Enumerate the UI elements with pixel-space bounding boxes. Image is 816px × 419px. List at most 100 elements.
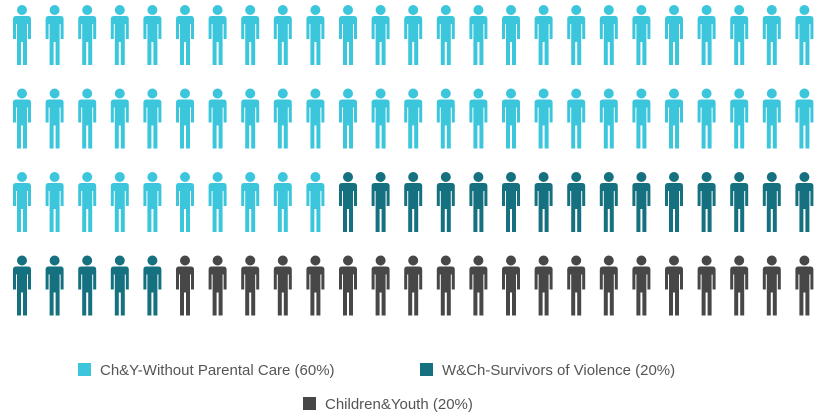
- person-icon: [371, 88, 390, 149]
- person-icon: [632, 5, 651, 65]
- person-icon: [241, 88, 260, 149]
- person-icon: [176, 172, 194, 232]
- person-icon: [143, 88, 162, 149]
- person-icon: [339, 255, 357, 316]
- person-icon: [502, 88, 520, 149]
- person-icon: [469, 255, 488, 316]
- person-icon: [273, 255, 292, 316]
- person-icon: [404, 172, 423, 232]
- icon-grid: [13, 5, 814, 316]
- legend-label: Ch&Y-Without Parental Care (60%): [100, 362, 335, 379]
- person-icon: [730, 88, 749, 149]
- person-icon: [632, 172, 651, 232]
- person-icon: [78, 88, 97, 149]
- person-icon: [13, 255, 31, 316]
- person-icon: [241, 5, 260, 65]
- person-icon: [632, 88, 651, 149]
- person-icon: [469, 5, 488, 65]
- person-icon: [534, 255, 553, 316]
- person-icon: [665, 255, 683, 316]
- person-icon: [78, 255, 97, 316]
- person-icon: [697, 88, 716, 149]
- person-icon: [208, 172, 227, 232]
- person-icon: [795, 5, 814, 65]
- person-icon: [730, 172, 749, 232]
- person-icon: [762, 255, 781, 316]
- legend-swatch: [303, 397, 316, 410]
- person-icon: [665, 172, 683, 232]
- person-icon: [762, 5, 781, 65]
- person-icon: [143, 255, 162, 316]
- person-icon: [469, 88, 488, 149]
- person-icon: [469, 172, 488, 232]
- person-icon: [697, 255, 716, 316]
- person-icon: [306, 172, 325, 232]
- person-icon: [371, 5, 390, 65]
- person-icon: [795, 88, 814, 149]
- person-icon: [110, 88, 129, 149]
- person-icon: [45, 172, 64, 232]
- person-icon: [208, 88, 227, 149]
- person-icon: [371, 255, 390, 316]
- person-icon: [339, 172, 357, 232]
- person-icon: [143, 172, 162, 232]
- person-icon: [534, 5, 553, 65]
- person-icon: [567, 5, 586, 65]
- person-icon: [176, 88, 194, 149]
- person-icon: [339, 5, 357, 65]
- person-icon: [567, 172, 586, 232]
- person-icon: [273, 172, 292, 232]
- person-icon: [45, 88, 64, 149]
- person-icon: [404, 255, 423, 316]
- person-icon: [567, 255, 586, 316]
- person-icon: [306, 5, 325, 65]
- person-icon: [665, 5, 683, 65]
- legend: Ch&Y-Without Parental Care (60%) W&Ch-Su…: [78, 362, 675, 413]
- person-icon: [306, 88, 325, 149]
- legend-item-survivors-of-violence[interactable]: W&Ch-Survivors of Violence (20%): [420, 362, 675, 379]
- person-icon: [78, 5, 97, 65]
- legend-item-without-parental-care[interactable]: Ch&Y-Without Parental Care (60%): [78, 362, 335, 379]
- person-icon: [730, 255, 749, 316]
- person-icon: [13, 5, 31, 65]
- legend-item-children-youth[interactable]: Children&Youth (20%): [303, 396, 473, 413]
- legend-swatch: [78, 363, 91, 376]
- person-icon: [599, 255, 618, 316]
- person-icon: [208, 255, 227, 316]
- person-icon: [730, 5, 749, 65]
- person-icon: [371, 172, 390, 232]
- person-icon: [436, 5, 455, 65]
- person-icon: [110, 5, 129, 65]
- person-icon: [697, 5, 716, 65]
- person-icon: [45, 255, 64, 316]
- person-icon: [599, 88, 618, 149]
- person-icon: [795, 255, 814, 316]
- person-icon: [599, 172, 618, 232]
- person-icon: [762, 88, 781, 149]
- person-icon: [404, 5, 423, 65]
- person-icon: [599, 5, 618, 65]
- person-icon: [176, 5, 194, 65]
- person-icon: [78, 172, 97, 232]
- person-icon: [110, 255, 129, 316]
- person-icon: [534, 88, 553, 149]
- person-icon: [45, 5, 64, 65]
- person-icon: [208, 5, 227, 65]
- legend-label: Children&Youth (20%): [325, 396, 473, 413]
- person-icon: [273, 5, 292, 65]
- person-icon: [502, 5, 520, 65]
- person-icon: [534, 172, 553, 232]
- person-icon: [567, 88, 586, 149]
- person-icon: [13, 88, 31, 149]
- person-icon: [502, 255, 520, 316]
- person-icon: [632, 255, 651, 316]
- legend-swatch: [420, 363, 433, 376]
- person-icon: [13, 172, 31, 232]
- person-icon: [436, 172, 455, 232]
- person-icon: [176, 255, 194, 316]
- person-icon: [273, 88, 292, 149]
- person-icon: [436, 88, 455, 149]
- person-icon: [339, 88, 357, 149]
- person-icon: [762, 172, 781, 232]
